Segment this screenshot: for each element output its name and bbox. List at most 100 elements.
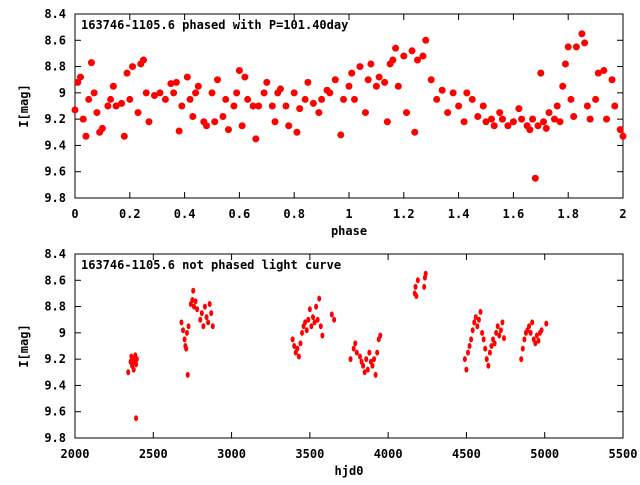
- data-point: [389, 56, 397, 64]
- data-point: [586, 115, 594, 123]
- data-point: [79, 115, 87, 123]
- data-point: [411, 128, 419, 136]
- data-point: [383, 118, 391, 126]
- data-point: [400, 52, 408, 60]
- data-point: [594, 69, 602, 77]
- data-point: [309, 99, 317, 107]
- data-point: [329, 311, 334, 318]
- data-point: [145, 118, 153, 126]
- y-tick-label: 9.2: [44, 112, 66, 126]
- data-point: [206, 319, 211, 326]
- data-point: [295, 345, 300, 352]
- data-point: [608, 76, 616, 84]
- data-point: [304, 327, 309, 334]
- data-point: [413, 283, 418, 290]
- data-point: [76, 73, 84, 81]
- data-point: [255, 102, 263, 110]
- data-point: [578, 30, 586, 38]
- data-point: [210, 323, 215, 330]
- data-point: [315, 316, 320, 323]
- data-point: [193, 298, 198, 305]
- data-point: [357, 353, 362, 360]
- data-point: [134, 361, 139, 368]
- plot-frame: [74, 253, 624, 439]
- data-point: [309, 323, 314, 330]
- data-point: [312, 319, 317, 326]
- data-point: [556, 118, 564, 126]
- data-point: [310, 314, 315, 321]
- data-point: [422, 36, 430, 44]
- data-point: [542, 124, 550, 132]
- y-tick-label: 8.6: [44, 273, 66, 287]
- data-point: [460, 118, 468, 126]
- data-point: [394, 82, 402, 90]
- x-tick-label: 1.4: [448, 207, 470, 221]
- data-point: [367, 60, 375, 68]
- data-point: [241, 73, 249, 81]
- data-point: [183, 73, 191, 81]
- data-point: [131, 366, 136, 373]
- data-point: [530, 319, 535, 326]
- data-point: [249, 102, 257, 110]
- data-point: [481, 336, 486, 343]
- data-point: [362, 369, 367, 376]
- data-point: [494, 329, 499, 336]
- data-point: [372, 82, 380, 90]
- data-point: [600, 67, 608, 75]
- data-point: [87, 59, 95, 67]
- data-point: [252, 135, 260, 143]
- data-point: [403, 109, 411, 117]
- data-point: [134, 415, 139, 422]
- data-point: [462, 356, 467, 363]
- data-point: [561, 60, 569, 68]
- data-point: [498, 327, 503, 334]
- data-point: [198, 316, 203, 323]
- data-point: [82, 132, 90, 140]
- data-point: [118, 99, 126, 107]
- data-point: [531, 174, 539, 182]
- data-point: [378, 332, 383, 339]
- data-point: [484, 356, 489, 363]
- data-point: [156, 89, 164, 97]
- y-axis-label: I[mag]: [17, 324, 31, 367]
- x-tick-label: 2: [619, 207, 626, 221]
- data-point: [415, 277, 420, 284]
- data-point: [539, 327, 544, 334]
- data-point: [112, 102, 120, 110]
- data-point: [314, 303, 319, 310]
- data-point: [238, 122, 246, 130]
- data-point: [438, 86, 446, 94]
- data-point: [353, 340, 358, 347]
- data-point: [191, 303, 196, 310]
- x-tick-label: 5000: [530, 447, 559, 461]
- data-point: [581, 39, 589, 47]
- data-point: [317, 295, 322, 302]
- data-point: [142, 89, 150, 97]
- data-point: [304, 78, 312, 86]
- data-point: [482, 118, 490, 126]
- data-point: [277, 85, 284, 93]
- data-point: [475, 323, 480, 330]
- data-point: [181, 327, 186, 334]
- y-tick-label: 9.2: [44, 352, 66, 366]
- data-point: [361, 362, 366, 369]
- data-point: [509, 118, 517, 126]
- data-point: [529, 115, 537, 123]
- x-tick-label: 0.4: [174, 207, 196, 221]
- data-point: [208, 89, 216, 97]
- data-point: [184, 329, 189, 336]
- data-point: [414, 293, 419, 300]
- data-point: [528, 329, 533, 336]
- data-point: [123, 69, 131, 77]
- x-tick-label: 1.6: [503, 207, 525, 221]
- data-point: [184, 345, 189, 352]
- data-point: [182, 336, 187, 343]
- data-point: [470, 327, 475, 334]
- data-point: [567, 95, 575, 103]
- data-point: [90, 89, 98, 97]
- data-point: [469, 336, 474, 343]
- data-point: [211, 118, 219, 126]
- data-point: [468, 95, 476, 103]
- data-point: [502, 335, 507, 342]
